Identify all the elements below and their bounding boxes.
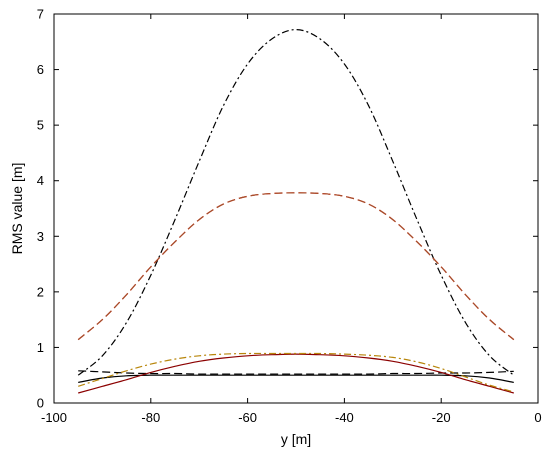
y-tick-label: 6 [37, 62, 44, 77]
y-tick-label: 2 [37, 284, 44, 299]
series-layer [77, 28, 515, 394]
y-tick-label: 0 [37, 396, 44, 411]
series-line-4 [78, 374, 514, 383]
series-line-1 [77, 28, 515, 376]
series-line-3 [77, 192, 515, 341]
x-axis-label: y [m] [281, 431, 311, 447]
x-tick-label: -40 [335, 410, 354, 425]
y-tick-label: 3 [37, 229, 44, 244]
plot-frame [53, 13, 539, 404]
x-tick-label: -20 [432, 410, 451, 425]
tick-layer: -100 -80 -60 -40 -20 0 0 1 2 3 4 5 6 7 [37, 7, 542, 426]
series-line-2 [77, 192, 515, 341]
series-line-7 [78, 352, 514, 393]
y-tick-label: 7 [37, 7, 44, 22]
x-tick-label: 0 [534, 410, 541, 425]
x-tick-label: -80 [141, 410, 160, 425]
x-tick-label: -60 [238, 410, 257, 425]
y-tick-label: 5 [37, 118, 44, 133]
y-tick-label: 4 [37, 173, 44, 188]
y-axis-label: RMS value [m] [9, 163, 25, 255]
y-tick-label: 1 [37, 340, 44, 355]
x-tick-label: -100 [41, 410, 67, 425]
